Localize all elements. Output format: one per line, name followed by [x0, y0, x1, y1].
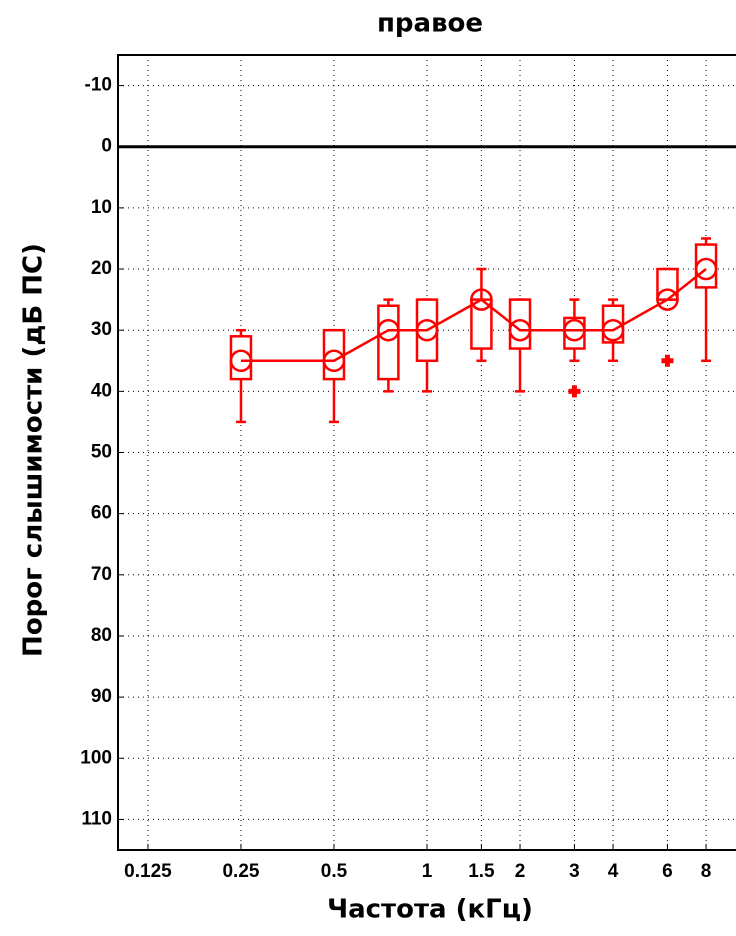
box	[377, 304, 400, 381]
median-marker	[508, 318, 532, 342]
x-tick-label: 2	[515, 861, 526, 882]
median-marker	[415, 318, 439, 342]
median-marker	[377, 318, 400, 342]
x-axis-label: Частота (кГц)	[327, 895, 533, 925]
box	[229, 335, 253, 381]
y-tick-label: 10	[91, 197, 112, 218]
x-tick-label: 1	[422, 861, 433, 882]
y-axis-label: Порог слышимости (дБ ПС)	[19, 243, 49, 657]
y-tick-label: 20	[91, 258, 112, 279]
x-tick-label: 1.5	[468, 861, 495, 882]
x-tick-label: 0.5	[321, 861, 348, 882]
y-tick-label: 100	[80, 747, 112, 768]
median-marker	[656, 288, 679, 311]
box	[694, 243, 718, 289]
x-tick-label: 8	[701, 861, 712, 882]
median-marker	[322, 349, 346, 373]
median-marker	[694, 257, 718, 281]
x-tick-label: 0.125	[124, 861, 172, 882]
median-marker	[470, 288, 493, 311]
median-marker	[601, 318, 625, 342]
y-tick-label: 70	[91, 564, 112, 585]
y-tick-label: 60	[91, 503, 112, 524]
x-tick-label: 3	[569, 861, 580, 882]
chart-title: правое	[377, 9, 483, 39]
y-tick-label: 0	[101, 136, 112, 157]
median-line	[240, 268, 707, 363]
x-tick-label: 6	[662, 861, 673, 882]
y-tick-label: 40	[91, 380, 112, 401]
median-marker	[229, 349, 253, 373]
y-tick-label: 30	[91, 319, 112, 340]
x-tick-label: 4	[608, 861, 619, 882]
y-tick-label: 110	[81, 808, 112, 829]
outlier	[661, 354, 674, 367]
y-tick-label: 80	[91, 625, 112, 646]
box	[508, 298, 532, 350]
median-marker	[563, 318, 586, 342]
x-tick-label: 0.25	[222, 861, 259, 882]
outlier	[568, 385, 581, 398]
y-tick-label: 90	[91, 686, 112, 707]
y-tick-label: -10	[85, 75, 112, 96]
y-tick-label: 50	[91, 442, 112, 463]
